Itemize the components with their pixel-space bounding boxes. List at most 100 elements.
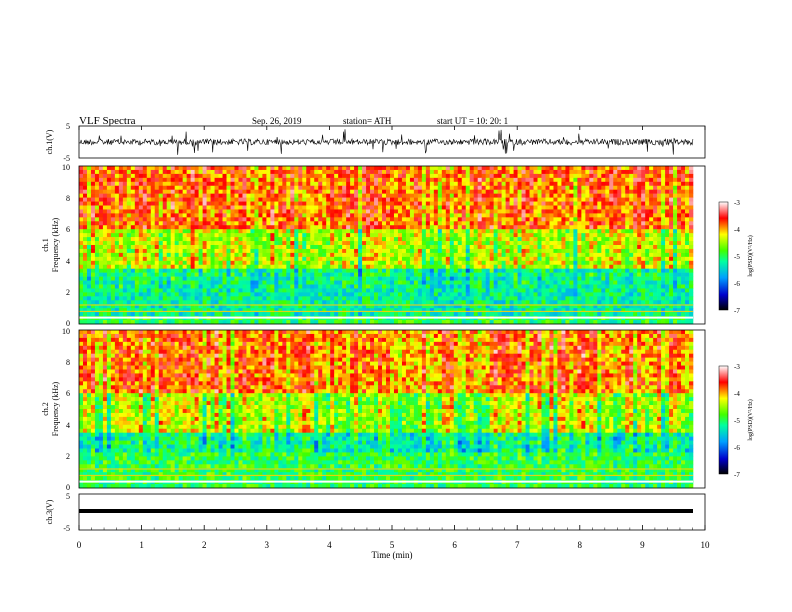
- spectrogram-cell: [274, 229, 279, 234]
- spectrogram-cell: [609, 197, 614, 202]
- spectrogram-cell: [421, 284, 427, 289]
- spectrogram-cell: [178, 209, 183, 214]
- spectrogram-cell: [174, 205, 179, 210]
- spectrogram-cell: [194, 288, 199, 293]
- spectrogram-cell: [178, 272, 183, 277]
- spectrogram-cell: [665, 241, 670, 246]
- spectrogram-cell: [94, 209, 100, 214]
- spectrogram-cell: [629, 264, 634, 269]
- spectrogram-cell: [649, 276, 654, 281]
- spectrogram-cell: [637, 256, 642, 262]
- spectrogram-cell: [366, 229, 371, 234]
- spectrogram-cell: [322, 225, 327, 230]
- spectrogram-cell: [617, 272, 622, 277]
- spectrogram-cell: [362, 288, 367, 293]
- spectrogram-cell: [370, 169, 375, 175]
- spectrogram-cell: [449, 166, 455, 171]
- spectrogram-cell: [505, 169, 510, 175]
- spectrogram-cell: [294, 217, 299, 222]
- spectrogram-cell: [362, 209, 367, 214]
- spectrogram-cell: [549, 252, 554, 258]
- spectrogram-cell: [370, 185, 375, 190]
- spectrogram-cell: [661, 260, 666, 266]
- spectrogram-cell: [102, 185, 108, 190]
- spectrogram-cell: [354, 237, 359, 242]
- spectrogram-cell: [681, 169, 686, 175]
- spectrogram-cell: [102, 166, 108, 171]
- spectrogram-cell: [302, 213, 307, 218]
- spectrogram-cell: [525, 248, 530, 254]
- spectrogram-cell: [441, 264, 447, 269]
- spectrogram-cell: [569, 248, 574, 254]
- spectrogram-cell: [677, 209, 682, 214]
- spectrogram-cell: [549, 276, 554, 281]
- spectrogram-cell: [557, 284, 562, 289]
- spectrogram-cell: [513, 189, 518, 194]
- spectrogram-cell: [437, 225, 443, 230]
- spectrogram-cell: [605, 256, 610, 262]
- spectrogram-cell: [334, 189, 339, 194]
- spectrogram-cell: [493, 245, 498, 250]
- spectrogram-cell: [122, 169, 128, 175]
- spectrogram-cell: [641, 181, 646, 187]
- spectrogram-cell: [270, 284, 275, 289]
- spectrogram-cell: [330, 264, 335, 269]
- spectrogram-cell: [637, 177, 642, 183]
- spectrogram-cell: [497, 217, 502, 222]
- spectrogram-cell: [386, 233, 391, 238]
- spectrogram-cell: [98, 276, 104, 281]
- spectrogram-cell: [94, 241, 100, 246]
- spectrogram-cell: [282, 233, 287, 238]
- spectrogram-cell: [298, 169, 303, 175]
- spectrogram-cell: [150, 292, 156, 297]
- spectrogram-cell: [322, 272, 327, 277]
- spectrogram-cell: [413, 205, 419, 210]
- spectrogram-cell: [150, 245, 156, 250]
- spectrogram-cell: [405, 245, 411, 250]
- spectrogram-cell: [126, 205, 132, 210]
- spectrogram-cell: [298, 221, 303, 226]
- spectrogram-cell: [517, 272, 522, 277]
- spectrogram-cell: [190, 217, 195, 222]
- spectrogram-cell: [186, 185, 191, 190]
- spectrogram-cell: [194, 276, 199, 281]
- spectrogram-cell: [673, 260, 678, 266]
- spectrogram-cell: [469, 229, 475, 234]
- spectrogram-cell: [609, 169, 614, 175]
- spectrogram-cell: [298, 284, 303, 289]
- spectrogram-cell: [338, 166, 343, 171]
- spectrogram-cell: [393, 205, 399, 210]
- spectrogram-cell: [673, 256, 678, 262]
- spectrogram-cell: [114, 173, 120, 179]
- spectrogram-cell: [98, 288, 104, 293]
- spectrogram-cell: [509, 276, 514, 281]
- spectrogram-cell: [302, 181, 307, 187]
- spectrogram-cell: [206, 241, 211, 246]
- spectrogram-cell: [102, 252, 108, 258]
- spectrogram-cell: [198, 221, 203, 226]
- spectrogram-cell: [170, 221, 175, 226]
- spectrogram-cell: [118, 284, 124, 289]
- spectrogram-cell: [222, 233, 227, 238]
- spectrogram-cell: [266, 272, 271, 277]
- spectrogram-cell: [653, 256, 658, 262]
- spectrogram-cell: [298, 177, 303, 183]
- spectrogram-cell: [493, 237, 498, 242]
- spectrogram-cell: [158, 280, 164, 285]
- spectrogram-cell: [409, 173, 415, 179]
- spectrogram-cell: [673, 197, 678, 202]
- spectrogram-cell: [529, 268, 534, 273]
- spectrogram-cell: [501, 237, 506, 242]
- spectrogram-cell: [366, 205, 371, 210]
- spectrogram-cell: [250, 205, 255, 210]
- spectrogram-cell: [330, 229, 335, 234]
- spectrogram-cell: [541, 209, 546, 214]
- spectrogram-cell: [134, 213, 140, 218]
- spectrogram-cell: [154, 221, 160, 226]
- spectrogram-cell: [517, 225, 522, 230]
- spectrogram-cell: [429, 252, 435, 258]
- spectrogram-cell: [613, 280, 618, 285]
- spectrogram-cell: [170, 241, 175, 246]
- spectrogram-cell: [162, 197, 168, 202]
- spectrogram-cell: [577, 256, 582, 262]
